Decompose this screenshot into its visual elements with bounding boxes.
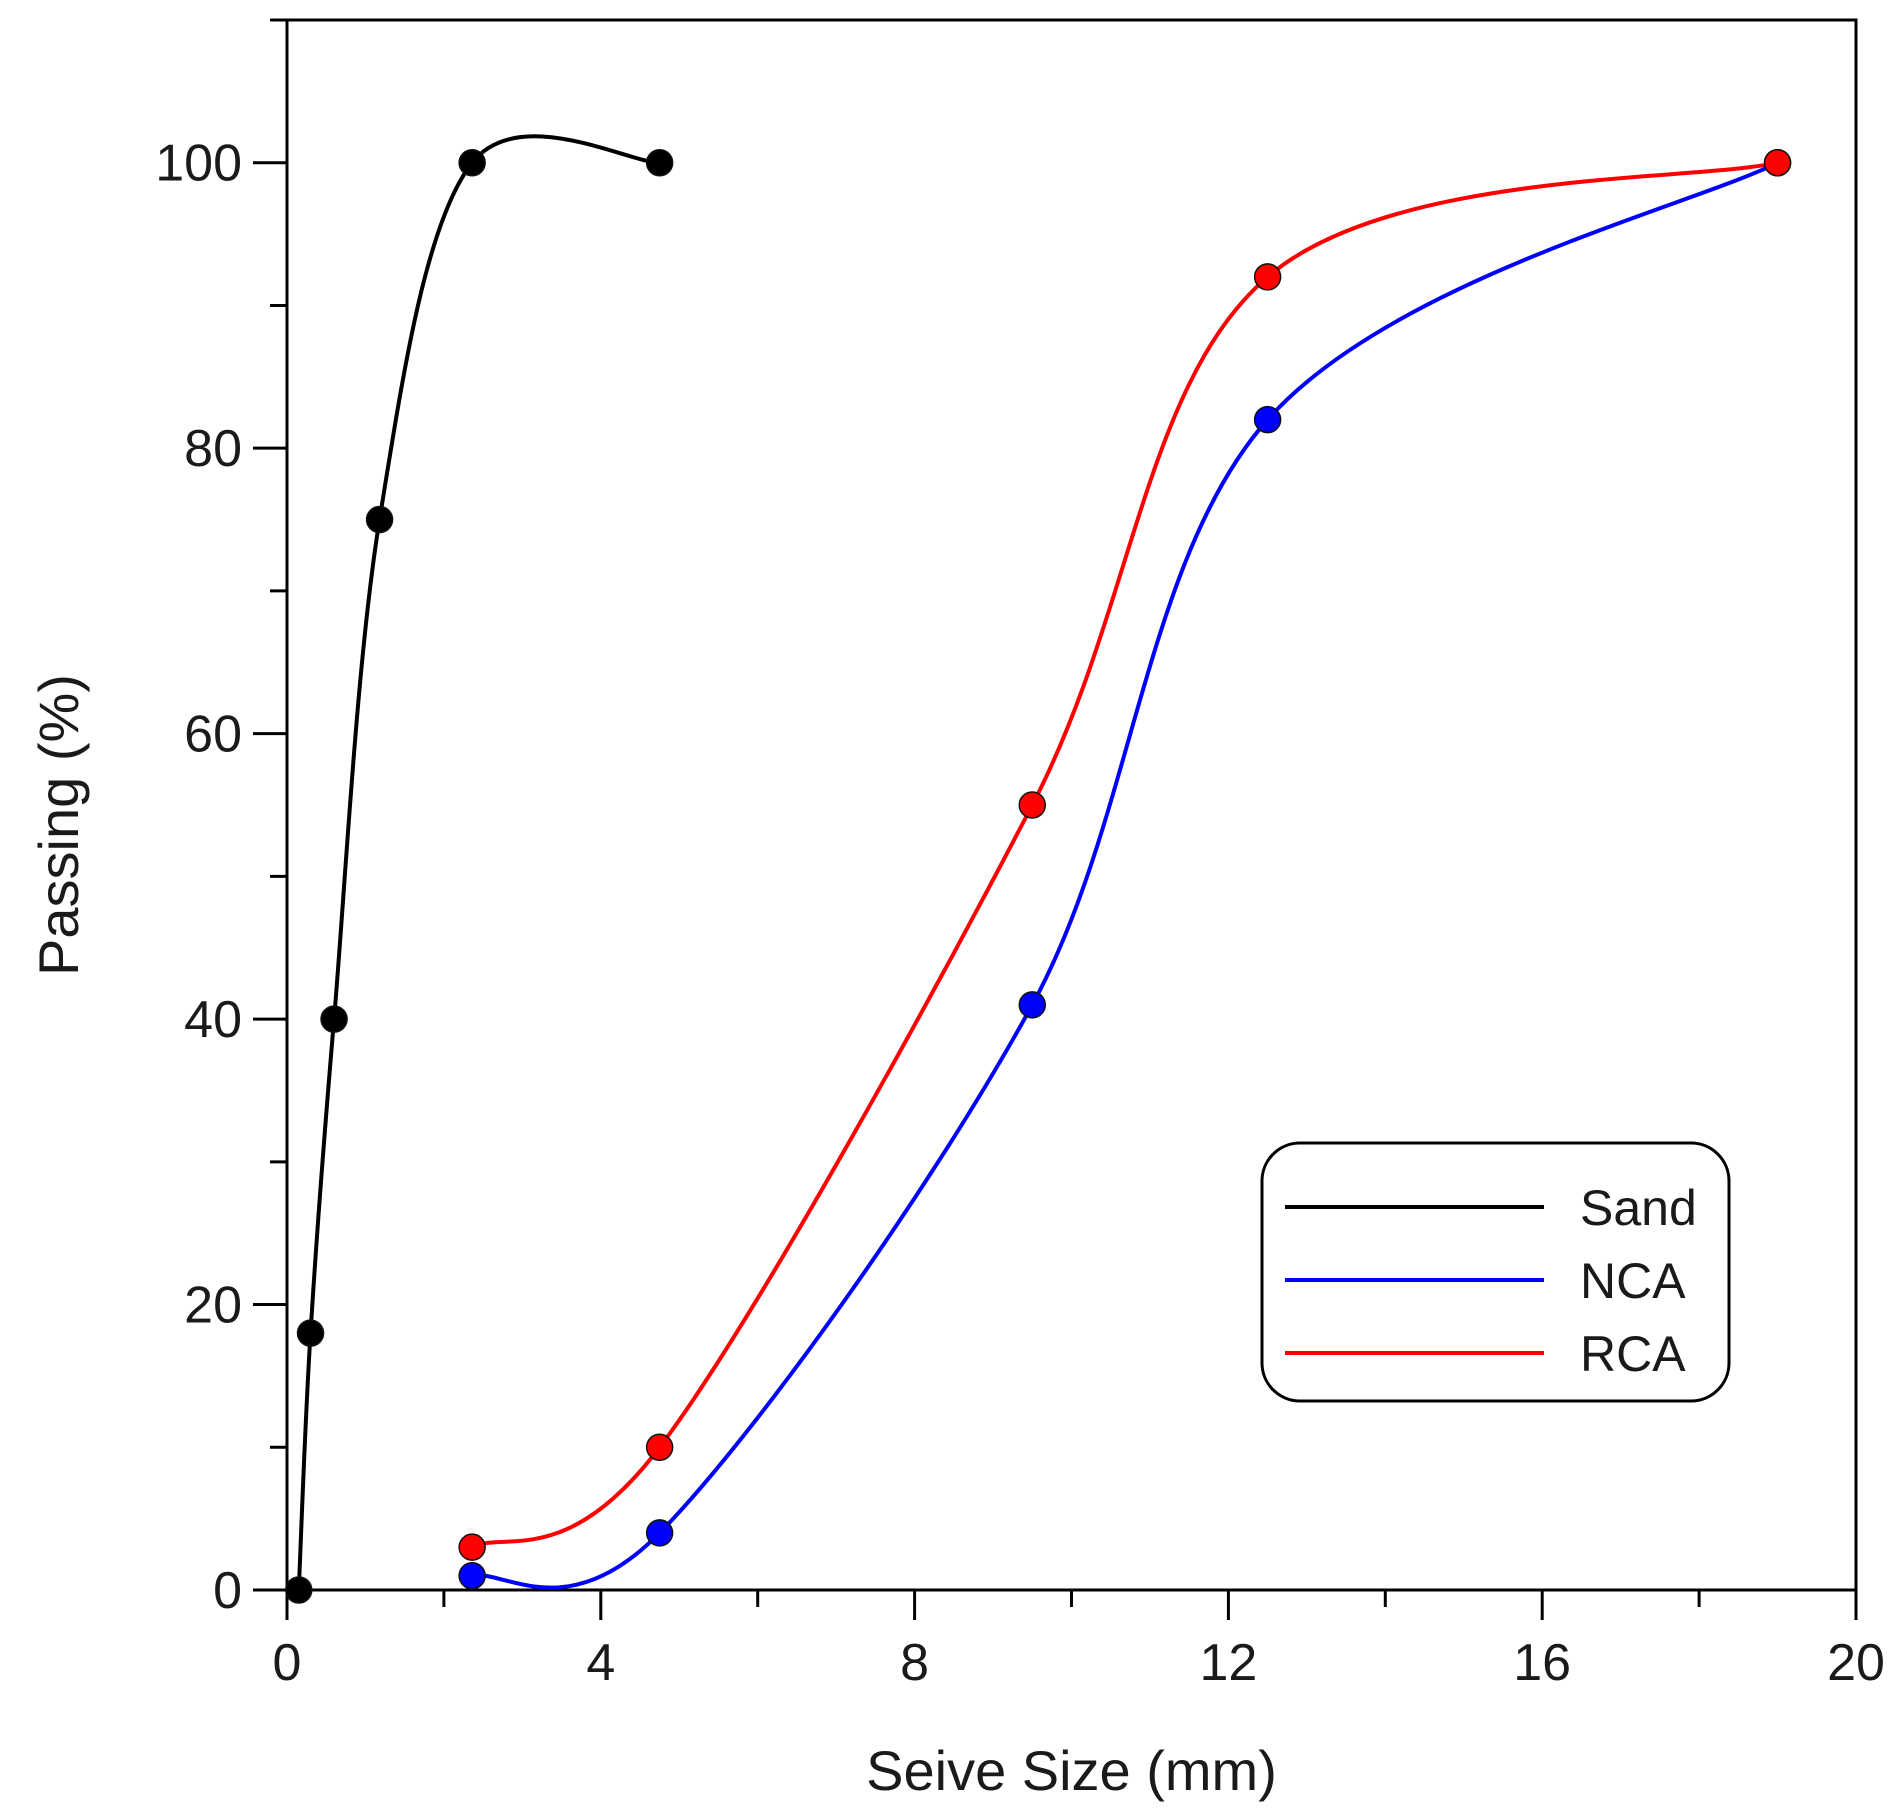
data-point-sand: [458, 148, 486, 177]
data-point-nca: [458, 1561, 486, 1590]
data-point-rca: [458, 1533, 486, 1561]
x-tick-label: 16: [1513, 1634, 1571, 1692]
y-tick-label: 0: [213, 1562, 242, 1620]
data-point-rca: [1018, 791, 1047, 819]
data-point-sand: [285, 1576, 313, 1604]
data-point-rca: [1763, 148, 1792, 177]
axes: 0 4 8 12 16 20 0 20 40 60 80 100: [155, 18, 1885, 1692]
series-line-rca: [471, 160, 1778, 1549]
x-tick-label: 12: [1199, 1634, 1257, 1692]
legend-label-nca: NCA: [1580, 1253, 1686, 1309]
data-point-nca: [1253, 405, 1282, 434]
y-tick-label: 80: [184, 420, 242, 478]
y-tick-label: 60: [184, 706, 242, 764]
y-tick-label: 40: [184, 991, 242, 1049]
legend-label-sand: Sand: [1580, 1180, 1697, 1236]
data-point-sand: [365, 505, 394, 534]
y-tick-label: 20: [184, 1277, 242, 1335]
data-point-sand: [320, 1005, 348, 1033]
x-tick-label: 4: [586, 1634, 615, 1692]
x-tick-label: 0: [273, 1634, 302, 1692]
data-point-rca: [1253, 263, 1282, 291]
x-tick-label: 8: [900, 1634, 929, 1692]
data-point-nca: [645, 1519, 674, 1547]
legend-label-rca: RCA: [1580, 1326, 1686, 1382]
x-axis-title: Seive Size (mm): [866, 1739, 1277, 1802]
y-tick-label: 100: [155, 135, 242, 193]
series-line-sand: [296, 134, 660, 1591]
legend: Sand NCA RCA: [1260, 1141, 1731, 1403]
y-axis-title: Passing (%): [27, 674, 90, 976]
data-points: [285, 148, 1792, 1604]
data-point-sand: [296, 1319, 325, 1347]
data-point-nca: [1018, 991, 1047, 1019]
data-point-sand: [645, 148, 674, 177]
data-point-rca: [645, 1433, 674, 1462]
x-tick-label: 20: [1827, 1634, 1885, 1692]
